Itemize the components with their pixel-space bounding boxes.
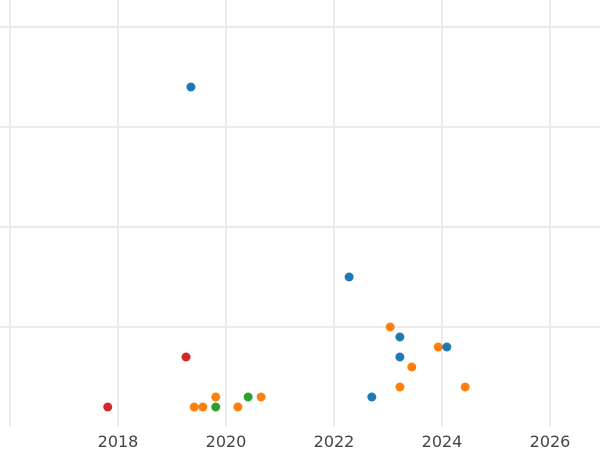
data-points xyxy=(103,82,470,412)
data-point xyxy=(407,362,417,372)
x-tick-label: 2024 xyxy=(422,432,463,450)
data-point xyxy=(243,392,253,402)
data-point xyxy=(367,392,377,402)
data-point xyxy=(181,352,191,362)
x-tick-label: 2020 xyxy=(206,432,247,450)
data-point xyxy=(395,332,405,342)
data-point xyxy=(103,402,113,412)
data-point xyxy=(211,402,221,412)
x-tick-label: 2022 xyxy=(314,432,355,450)
data-point xyxy=(198,402,208,412)
data-point xyxy=(344,272,354,282)
data-point xyxy=(433,342,443,352)
data-point xyxy=(186,82,196,92)
data-point xyxy=(233,402,243,412)
grid xyxy=(0,0,600,426)
data-point xyxy=(395,352,405,362)
x-tick-label: 2018 xyxy=(98,432,139,450)
data-point xyxy=(189,402,199,412)
data-point xyxy=(256,392,266,402)
x-tick-labels: 2018 2020 2022 2024 2026 xyxy=(98,432,571,450)
x-tick-label: 2026 xyxy=(530,432,571,450)
data-point xyxy=(442,342,452,352)
data-point xyxy=(211,392,221,402)
data-point xyxy=(395,382,405,392)
data-point xyxy=(460,382,470,392)
data-point xyxy=(385,322,395,332)
